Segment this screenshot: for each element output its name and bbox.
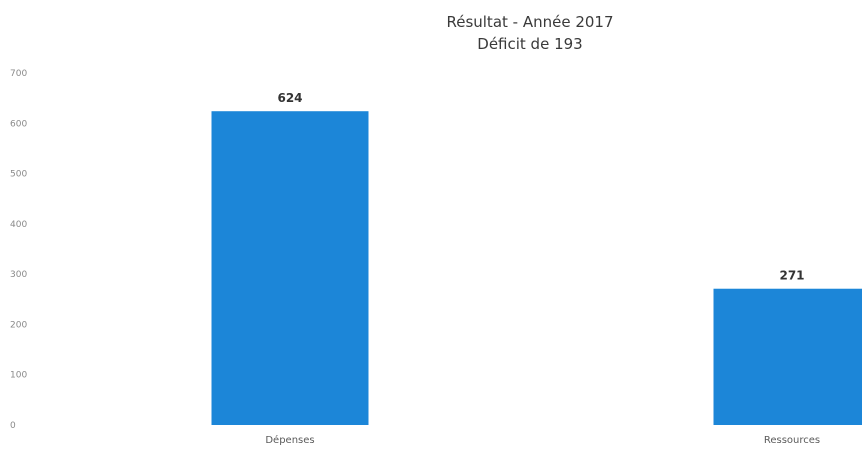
bar-depenses: [211, 111, 369, 426]
y-tick-label: 200: [10, 320, 27, 330]
y-tick-label: 100: [10, 371, 27, 381]
data-label: 624: [277, 91, 302, 105]
bar-ressources: [713, 288, 862, 425]
data-label: 271: [779, 269, 804, 283]
y-tick-label: 500: [10, 170, 27, 180]
chart-title: Résultat - Année 2017: [446, 13, 614, 31]
x-category-label: Ressources: [764, 435, 820, 446]
chart-subtitle: Déficit de 193: [477, 35, 583, 53]
y-tick-label: 700: [10, 69, 27, 79]
y-tick-label: 300: [10, 270, 27, 280]
y-tick-label: 400: [10, 220, 27, 230]
chart-title-block: Résultat - Année 2017 Déficit de 193: [0, 11, 862, 55]
y-tick-label: 0: [10, 421, 16, 431]
x-category-label: Dépenses: [265, 434, 314, 446]
y-tick-label: 600: [10, 119, 27, 129]
